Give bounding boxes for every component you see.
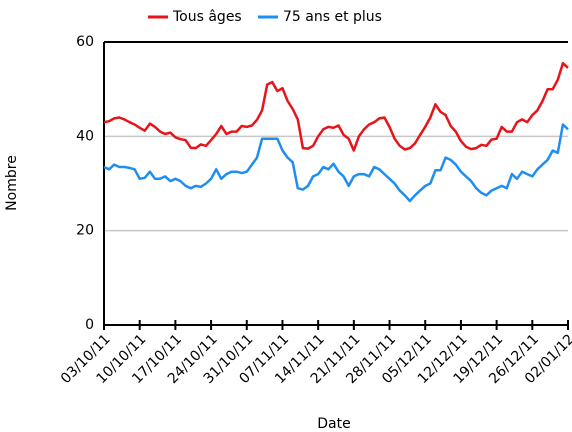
line-series — [103, 61, 569, 152]
x-axis-label: Date — [317, 416, 350, 432]
y-axis-label: Nombre — [4, 155, 20, 211]
legend-label: Tous âges — [172, 9, 242, 25]
y-tick-label: 40 — [76, 128, 94, 144]
legend-label: 75 ans et plus — [283, 9, 382, 25]
y-tick-label: 0 — [85, 317, 94, 333]
y-tick-label: 20 — [76, 223, 94, 239]
y-tick-label: 60 — [76, 34, 94, 50]
line-series — [103, 123, 569, 203]
